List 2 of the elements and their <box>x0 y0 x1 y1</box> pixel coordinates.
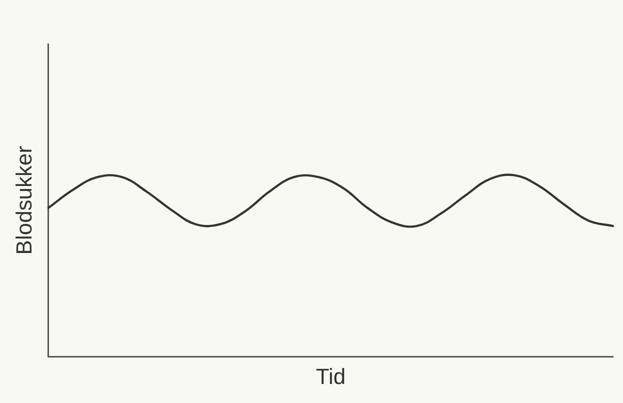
y-axis-title: Blodsukker <box>11 146 36 255</box>
x-axis-title: Tid <box>316 364 346 389</box>
